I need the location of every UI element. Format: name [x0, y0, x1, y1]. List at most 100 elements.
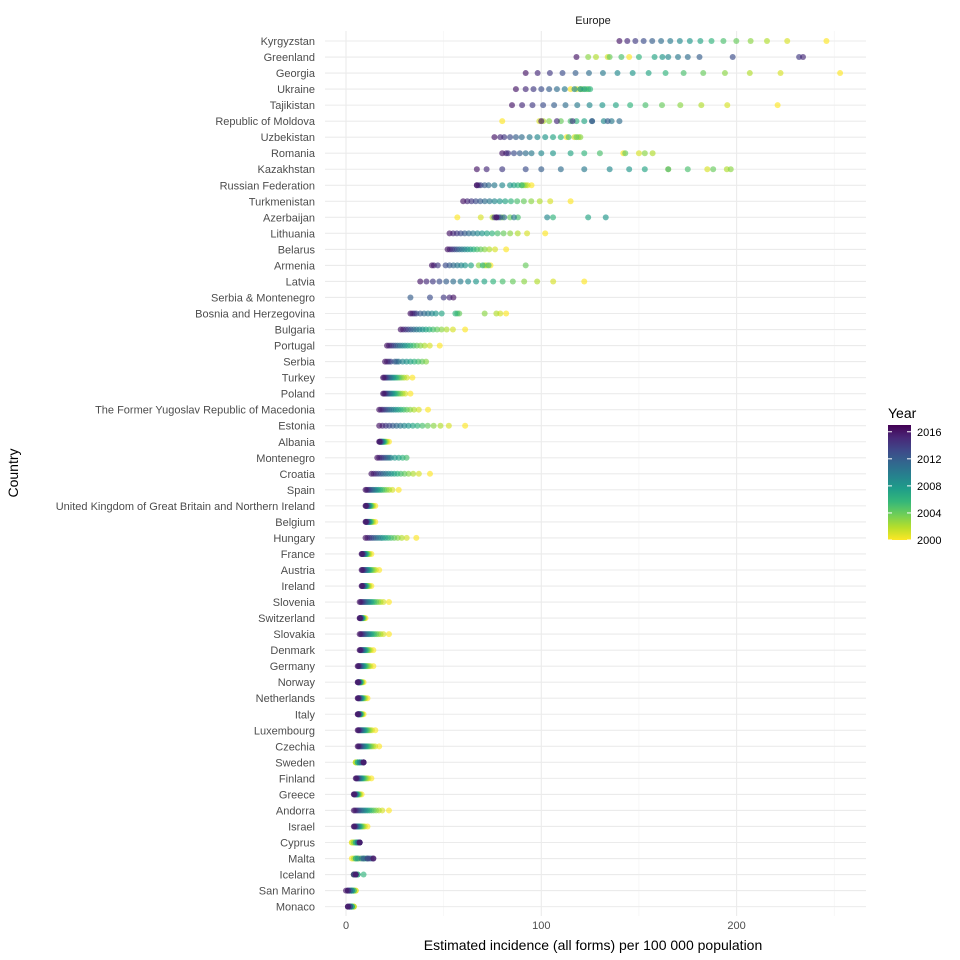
country-label: Turkmenistan	[249, 196, 315, 208]
data-point	[721, 70, 728, 77]
data-point	[616, 38, 623, 44]
data-point	[659, 102, 666, 109]
legend-ticks: 2016 2012 2008 2004 2000	[888, 427, 941, 547]
data-point	[512, 134, 519, 141]
data-point	[507, 198, 514, 205]
data-point	[358, 583, 365, 590]
data-point	[520, 198, 527, 205]
data-point	[720, 38, 727, 44]
data-point	[497, 134, 504, 141]
data-point	[358, 550, 365, 557]
data-point	[546, 118, 553, 125]
data-point	[436, 278, 443, 285]
x-tick-label: 200	[727, 920, 745, 932]
country-label: Greece	[279, 789, 315, 801]
data-point	[442, 262, 449, 269]
data-point	[837, 70, 844, 77]
data-point	[538, 86, 545, 93]
data-point	[472, 198, 479, 205]
country-label: Monaco	[276, 902, 315, 914]
country-label: Ireland	[281, 581, 315, 593]
data-point	[581, 118, 588, 125]
country-label: Croatia	[280, 469, 316, 481]
data-point	[494, 230, 501, 237]
country-label: Serbia & Montenegro	[211, 292, 315, 304]
data-point	[473, 166, 480, 173]
data-point	[483, 230, 490, 237]
data-point	[522, 262, 529, 269]
country-label: Republic of Moldova	[215, 116, 316, 128]
data-point	[624, 38, 631, 44]
data-point	[423, 278, 430, 285]
data-point	[407, 294, 414, 301]
data-point	[491, 198, 498, 205]
data-point	[684, 166, 691, 173]
data-point	[473, 278, 480, 285]
data-point	[414, 422, 421, 429]
country-label: Poland	[281, 389, 315, 401]
country-label: Estonia	[278, 421, 316, 433]
data-point	[510, 150, 517, 157]
data-point	[627, 102, 634, 109]
data-point	[426, 342, 433, 349]
data-point	[424, 422, 431, 429]
data-point	[534, 134, 541, 141]
data-point	[698, 102, 705, 109]
year-color-legend: Year 2016 2012 2008 2004 2000	[888, 405, 941, 547]
data-point	[589, 118, 596, 125]
country-label: United Kingdom of Great Britain and Nort…	[56, 501, 315, 513]
data-point	[491, 134, 498, 141]
data-point	[536, 198, 543, 205]
country-label: Latvia	[286, 276, 316, 288]
data-point	[380, 374, 387, 381]
data-point	[577, 86, 584, 93]
data-point	[550, 278, 557, 285]
country-label: Armenia	[274, 260, 316, 272]
data-point	[352, 775, 359, 782]
data-point	[479, 230, 486, 237]
data-point	[642, 102, 649, 109]
data-point	[572, 70, 579, 77]
data-point	[567, 150, 574, 157]
data-point	[426, 470, 433, 477]
data-point	[507, 182, 514, 189]
data-point	[360, 759, 367, 766]
data-point	[405, 422, 412, 429]
data-point	[514, 230, 521, 237]
data-point	[397, 326, 404, 333]
data-point	[567, 198, 574, 205]
country-label: Sweden	[275, 757, 315, 769]
country-label: Russian Federation	[220, 180, 315, 192]
data-point	[529, 102, 536, 109]
data-point	[518, 134, 525, 141]
data-point	[599, 70, 606, 77]
x-axis-title: Estimated incidence (all forms) per 100 …	[424, 937, 763, 953]
data-point	[704, 166, 711, 173]
data-point	[503, 310, 510, 317]
data-point	[407, 390, 414, 397]
country-label: Denmark	[270, 645, 315, 657]
data-point	[561, 86, 568, 93]
data-point	[503, 246, 510, 253]
data-point	[676, 38, 683, 44]
country-label: Ukraine	[277, 84, 315, 96]
country-label: Switzerland	[258, 613, 315, 625]
data-point	[449, 326, 456, 333]
data-point	[500, 230, 507, 237]
country-label: Belgium	[275, 517, 315, 529]
country-label: Netherlands	[256, 693, 316, 705]
data-point	[528, 150, 535, 157]
country-label: Iceland	[280, 870, 315, 882]
country-label: Greenland	[264, 52, 315, 64]
country-label: Belarus	[278, 244, 316, 256]
data-point	[746, 70, 753, 77]
data-point	[684, 54, 691, 61]
data-point	[481, 278, 488, 285]
data-point	[557, 166, 564, 173]
data-point	[403, 534, 410, 541]
data-point	[502, 198, 509, 205]
data-point	[428, 262, 435, 269]
country-label: Kyrgyzstan	[261, 36, 315, 48]
data-point	[612, 102, 619, 109]
country-label: Israel	[288, 821, 315, 833]
